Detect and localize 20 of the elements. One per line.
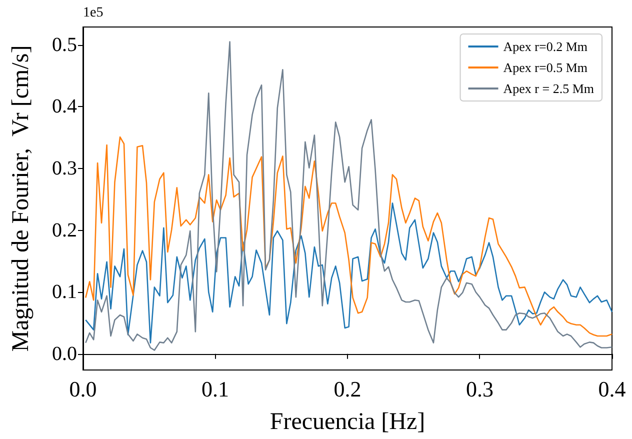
y-tick-label: 0.3 — [52, 158, 77, 180]
line-series — [84, 41, 613, 351]
line-series — [84, 202, 613, 344]
x-tick-label: 0.0 — [69, 376, 97, 402]
text: 1e5 — [83, 6, 104, 20]
x-tick-label: 0.1 — [202, 376, 229, 402]
x-tick-label: 0.3 — [466, 376, 494, 402]
legend-label: Apex r=0.2 Mm — [503, 39, 588, 54]
y-tick-label: 0.4 — [52, 96, 77, 118]
x-axis-title: Frecuencia [Hz] — [270, 409, 426, 435]
x-tick-label: 0.4 — [598, 376, 626, 402]
y-axis-title: Magnitud de Fourier, Vr [cm/s] — [8, 45, 34, 352]
legend-label: Apex r = 2.5 Mm — [503, 81, 594, 96]
y-tick-label: 0.2 — [52, 219, 77, 242]
legend-label: Apex r=0.5 Mm — [503, 60, 588, 75]
x-tick-label: 0.2 — [334, 376, 362, 402]
y-tick-label: 0.1 — [52, 281, 77, 304]
line-series — [84, 136, 613, 337]
y-tick-label: 0.0 — [52, 342, 77, 365]
y-tick-label: 0.5 — [52, 34, 77, 56]
